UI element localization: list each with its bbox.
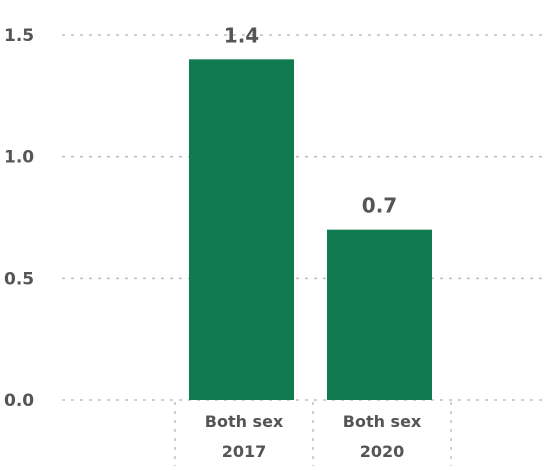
bars <box>189 59 432 400</box>
category-label: Both sex <box>205 412 284 431</box>
y-tick-label: 1.5 <box>4 26 34 46</box>
y-axis: 0.0 0.5 1.0 1.5 <box>4 26 34 411</box>
category-label: Both sex <box>343 412 422 431</box>
y-tick-label: 0.0 <box>4 391 34 411</box>
x-axis: Both sex 2017 Both sex 2020 <box>174 402 452 466</box>
category-label: 2020 <box>360 442 405 461</box>
bar <box>327 229 432 400</box>
data-label: 0.7 <box>362 194 397 218</box>
bar <box>189 59 294 400</box>
category-label: 2017 <box>222 442 267 461</box>
data-labels: 1.4 0.7 <box>224 23 397 217</box>
grid-layer <box>62 34 548 401</box>
y-tick-label: 0.5 <box>4 269 34 289</box>
data-label: 1.4 <box>224 23 259 47</box>
y-tick-label: 1.0 <box>4 148 34 168</box>
